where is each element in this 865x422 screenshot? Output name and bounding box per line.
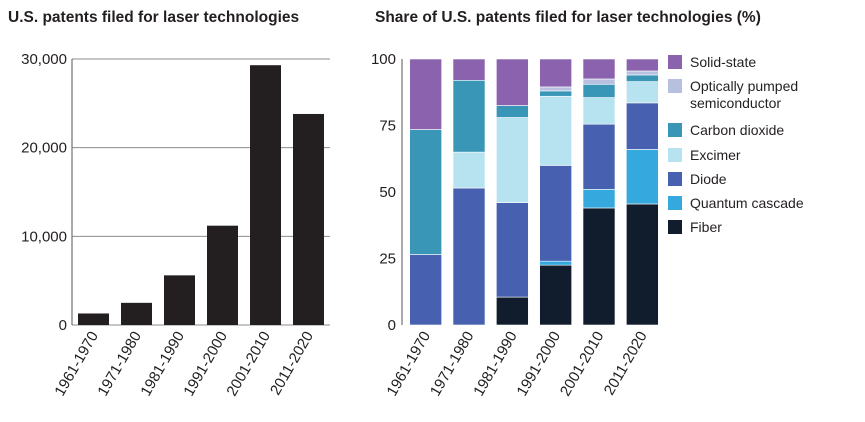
bar-segment xyxy=(452,151,486,189)
y-tick-label: 75 xyxy=(379,118,396,135)
bar-segment xyxy=(539,86,572,92)
bar-segment xyxy=(539,260,572,266)
legend-swatch xyxy=(668,55,682,69)
x-tick-label: 2001-2010 xyxy=(557,329,608,400)
legend-swatch xyxy=(668,172,682,186)
bar-segment xyxy=(496,296,529,326)
x-tick-label: 1991-2000 xyxy=(514,329,565,400)
bar-segment xyxy=(582,78,616,85)
bar-segment xyxy=(496,58,529,106)
bar xyxy=(164,275,195,325)
bar-segment xyxy=(452,187,486,326)
bar xyxy=(207,225,238,325)
bar-segment xyxy=(539,264,572,326)
bar-segment xyxy=(496,105,529,118)
y-tick-label: 100 xyxy=(371,51,396,68)
legend-label: Solid-state xyxy=(690,54,756,70)
legend-label: Fiber xyxy=(690,219,722,235)
legend-swatch xyxy=(668,123,682,137)
legend-label: Carbon dioxide xyxy=(690,122,784,138)
bar-segment xyxy=(539,58,572,88)
bar-segment xyxy=(626,74,659,82)
x-tick-label: 1981-1990 xyxy=(470,329,521,400)
bar-segment xyxy=(496,202,529,298)
y-tick-label: 20,000 xyxy=(21,140,67,157)
bar-segment xyxy=(626,102,659,150)
bar-segment xyxy=(626,81,659,104)
legend-label: Quantum cascade xyxy=(690,195,804,211)
y-tick-label: 25 xyxy=(379,251,396,268)
bar-segment xyxy=(539,165,572,262)
legend-swatch xyxy=(668,148,682,162)
bar-segment xyxy=(539,90,572,97)
legend-swatch xyxy=(668,220,682,234)
bar-segment xyxy=(626,203,659,326)
x-tick-label: 2011-2020 xyxy=(601,329,651,399)
y-tick-label: 50 xyxy=(379,184,396,201)
x-tick-label: 1971-1980 xyxy=(427,329,478,400)
bar xyxy=(78,313,109,325)
bar-segment xyxy=(626,58,659,72)
y-tick-label: 30,000 xyxy=(21,51,67,68)
legend-label: Diode xyxy=(690,171,727,187)
bar-segment xyxy=(409,129,442,255)
y-tick-label: 10,000 xyxy=(21,228,67,245)
bar-segment xyxy=(409,58,442,130)
legend-swatch xyxy=(668,196,682,210)
bar xyxy=(121,302,152,325)
bar-segment xyxy=(582,189,616,209)
bar-segment xyxy=(582,58,616,80)
legend-swatch xyxy=(668,79,682,93)
bar-segment xyxy=(626,70,659,76)
x-tick-label: 1961-1970 xyxy=(384,329,435,400)
legend-label: Excimer xyxy=(690,147,741,163)
bar xyxy=(293,113,324,326)
bar-segment xyxy=(582,123,616,190)
bar-segment xyxy=(582,97,616,125)
bar-segment xyxy=(582,207,616,326)
bar-segment xyxy=(452,79,486,153)
y-tick-label: 0 xyxy=(388,317,396,334)
bar-segment xyxy=(626,149,659,205)
bar-segment xyxy=(496,117,529,203)
chart2-title: Share of U.S. patents filed for laser te… xyxy=(375,9,761,26)
legend-label: Optically pumped semiconductor xyxy=(690,78,798,111)
y-tick-label: 0 xyxy=(59,317,67,334)
bar-segment xyxy=(539,95,572,166)
chart1-title: U.S. patents filed for laser technologie… xyxy=(8,9,300,26)
bar-segment xyxy=(582,83,616,98)
bar-segment xyxy=(452,58,486,81)
bar-segment xyxy=(409,254,442,326)
bar xyxy=(250,65,281,325)
